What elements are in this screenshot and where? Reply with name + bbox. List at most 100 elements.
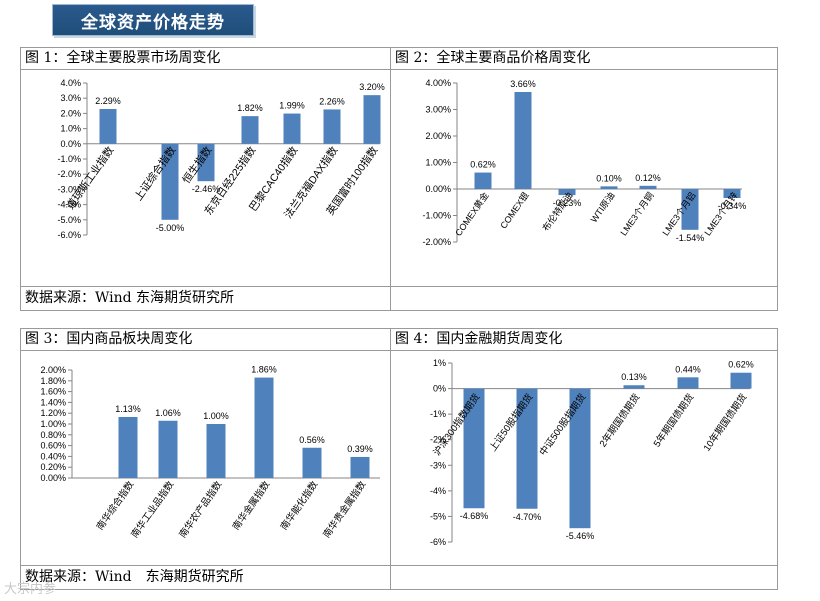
y-tick-label: 0.00%: [40, 473, 66, 483]
x-category-label: 2年期国债期货: [597, 391, 643, 449]
bar: [677, 377, 699, 389]
chart-global-commodities: 4.00% 3.00% 2.00% 1.00% 0.00% -1.00% -2.00% 0.6…: [422, 78, 747, 247]
data-source-bottom: 数据来源：Wind 东海期货研究所: [25, 569, 244, 585]
bar: [118, 416, 138, 478]
y-tick-label: -4.0%: [57, 200, 81, 210]
data-label: 2.26%: [319, 96, 345, 106]
bar: [206, 424, 226, 478]
data-label: 1.82%: [237, 103, 263, 113]
bar: [350, 456, 370, 478]
data-label: -4.68%: [460, 511, 489, 521]
data-label: -0.34%: [718, 201, 747, 211]
x-category-label: 10年期国债期货: [701, 391, 750, 453]
bar: [474, 172, 492, 189]
y-tick-label: 1.20%: [40, 408, 66, 418]
y-tick-label: -1.00%: [422, 211, 451, 221]
bar: [558, 189, 576, 196]
bar: [161, 143, 179, 220]
source-divider: [21, 286, 777, 287]
chart-4-title: 图 4：国内金融期货周变化: [395, 331, 563, 347]
x-category-label: 南华贵金属指数: [320, 478, 368, 540]
source-divider: [21, 565, 777, 566]
x-category-label: 5年期国债期货: [651, 391, 697, 449]
bar: [323, 109, 341, 144]
y-tick-label: -1%: [430, 409, 446, 419]
x-category-label: COMEX黄金: [452, 190, 490, 238]
bar: [681, 189, 699, 230]
chart-3-title: 图 3：国内商品板块周变化: [25, 331, 193, 347]
top-chart-table: 图 1：全球主要股票市场周变化 图 2：全球主要商品价格周变化 数据来源：Win…: [20, 47, 778, 311]
y-tick-label: -2.0%: [57, 169, 81, 179]
data-label: 0.12%: [635, 173, 661, 183]
y-tick-label: 1%: [433, 358, 446, 368]
bar: [158, 420, 178, 478]
y-tick-label: -4%: [430, 486, 446, 496]
y-tick-label: 0.40%: [40, 451, 66, 461]
data-label: 0.62%: [728, 360, 754, 370]
bar: [723, 189, 741, 199]
chart-1-title: 图 1：全球主要股票市场周变化: [25, 50, 221, 66]
data-label: 3.20%: [359, 82, 385, 92]
bar: [514, 92, 532, 189]
bar: [363, 95, 381, 144]
bar: [254, 377, 274, 478]
x-category-label: LME3个月铜: [618, 190, 656, 238]
data-label: -0.23%: [553, 198, 582, 208]
watermark-text: 大宗内参: [4, 582, 57, 597]
y-tick-label: 1.40%: [40, 397, 66, 407]
data-label: 0.13%: [621, 372, 647, 382]
data-label: 0.10%: [596, 173, 622, 183]
data-label: -5.46%: [566, 531, 595, 541]
chart-domestic-commodity-sectors: 2.00%1.80%1.60%1.40%1.20%1.00%0.80%0.60%…: [40, 365, 380, 540]
bar: [99, 108, 117, 144]
y-tick-label: 1.0%: [60, 124, 81, 134]
y-tick-label: 1.00%: [425, 158, 451, 168]
y-tick-label: 0.80%: [40, 430, 66, 440]
data-label: -2.46%: [192, 184, 221, 194]
y-tick-label: 0.20%: [40, 462, 66, 472]
bar: [600, 186, 618, 189]
y-tick-label: -1.0%: [57, 154, 81, 164]
y-tick-label: 3.00%: [425, 105, 451, 115]
bar: [302, 447, 322, 478]
header-divider: [21, 350, 777, 351]
x-category-label: COMEX银: [498, 190, 531, 231]
data-label: 0.44%: [675, 364, 701, 374]
x-category-label: 南华能化指数: [278, 478, 321, 532]
y-tick-label: -3.0%: [57, 184, 81, 194]
column-divider: [390, 329, 391, 589]
y-tick-label: -2.00%: [422, 237, 451, 247]
header-divider: [21, 69, 777, 70]
y-tick-label: -6%: [430, 537, 446, 547]
y-tick-label: 1.60%: [40, 387, 66, 397]
bar: [197, 143, 215, 182]
y-tick-label: -3%: [430, 460, 446, 470]
data-label: -4.70%: [513, 512, 542, 522]
x-category-label: 布伦特原油: [540, 190, 575, 233]
x-category-label: 南华综合指数: [94, 478, 137, 532]
chart-global-equities: 4.0% 3.0% 2.0% 1.0% 0.0% -1.0% -2.0% -3.0% -4.0%…: [57, 78, 385, 240]
y-tick-label: 3.0%: [60, 93, 81, 103]
y-tick-label: 0%: [433, 384, 446, 394]
y-tick-label: -5.0%: [57, 215, 81, 225]
y-tick-label: 2.00%: [40, 365, 66, 375]
y-tick-label: 4.0%: [60, 78, 81, 88]
y-tick-label: -6.0%: [57, 230, 81, 240]
data-label: 0.39%: [347, 444, 373, 454]
y-tick-label: -5%: [430, 511, 446, 521]
bar: [463, 388, 485, 509]
data-label: 3.66%: [510, 79, 536, 89]
y-tick-label: 1.00%: [40, 419, 66, 429]
data-label: 1.00%: [203, 411, 229, 421]
chart-2-title: 图 2：全球主要商品价格周变化: [395, 50, 591, 66]
y-tick-label: 1.80%: [40, 376, 66, 386]
y-tick-label: 2.00%: [425, 131, 451, 141]
x-category-label: WTI原油: [588, 190, 617, 225]
data-source-top: 数据来源：Wind 东海期货研究所: [25, 290, 235, 306]
y-tick-label: 0.00%: [425, 184, 451, 194]
data-label: 2.29%: [95, 96, 121, 106]
page-title: 全球资产价格走势: [52, 4, 254, 36]
bar: [283, 113, 301, 144]
bar: [639, 185, 657, 189]
data-label: 1.06%: [155, 408, 181, 418]
